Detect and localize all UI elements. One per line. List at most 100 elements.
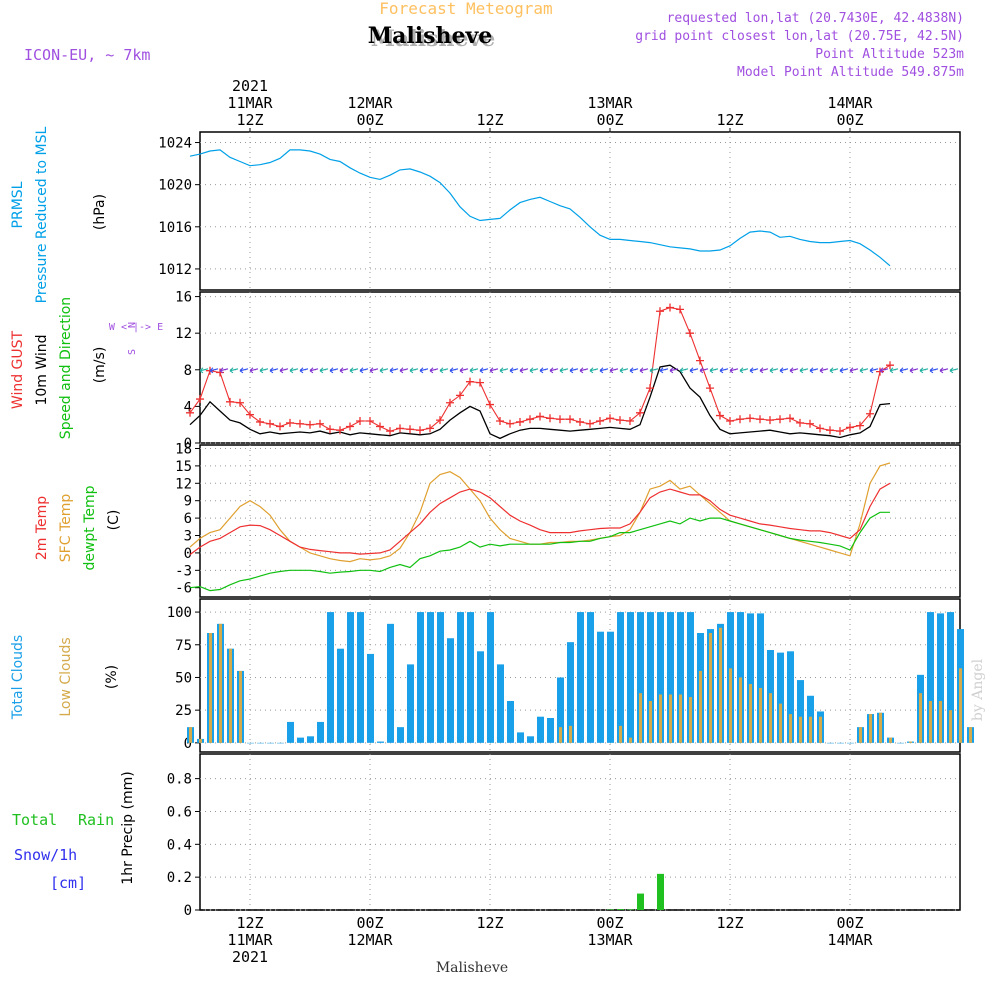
low-cloud-bar xyxy=(239,670,242,743)
total-cloud-bar xyxy=(437,612,444,743)
low-cloud-bar xyxy=(809,716,812,743)
compass-s: S xyxy=(127,349,138,355)
gust-marker xyxy=(266,419,274,428)
wind-arrow xyxy=(219,367,229,374)
gust-marker xyxy=(316,419,324,428)
wind-arrow xyxy=(509,367,519,374)
gust-marker xyxy=(796,418,804,427)
wind-arrow xyxy=(339,367,349,374)
total-cloud-bar xyxy=(607,631,614,743)
top-time-label: 00Z xyxy=(356,111,383,129)
pressure-label-prmsl: PRMSL xyxy=(10,181,26,228)
precip-label-cm: [cm] xyxy=(50,874,86,892)
wind-arrow xyxy=(459,367,469,374)
wind-arrow xyxy=(819,367,829,374)
low-cloud-bar xyxy=(619,725,622,743)
gust-marker xyxy=(566,415,574,424)
wind-arrow xyxy=(359,367,369,374)
pressure-tick-label: 1016 xyxy=(158,220,192,236)
gust-marker xyxy=(496,417,504,426)
total-cloud-bar xyxy=(557,677,564,743)
temp-tick-label: -6 xyxy=(175,581,192,597)
rain-bar xyxy=(617,909,624,910)
clouds-tick-label: 25 xyxy=(175,703,192,719)
total-cloud-bar xyxy=(597,631,604,743)
bottom-time-label: 13MAR xyxy=(587,931,633,949)
temp-label-dew: dewpt Temp xyxy=(82,485,98,570)
rain-bar xyxy=(607,909,614,911)
wind-arrow xyxy=(839,367,849,374)
wind-arrow xyxy=(879,367,889,374)
pressure-label-full: Pressure Reduced to MSL xyxy=(34,126,50,303)
gust-marker xyxy=(726,417,734,426)
low-cloud-bar xyxy=(189,727,192,743)
wind-arrow xyxy=(299,367,309,374)
total-cloud-bar xyxy=(467,612,474,743)
clouds-tick-label: 75 xyxy=(175,638,192,654)
wind-arrow xyxy=(479,367,489,374)
bottom-time-label: 00Z xyxy=(356,914,383,932)
precip-frame xyxy=(199,753,961,911)
top-time-label: 00Z xyxy=(836,111,863,129)
total-cloud-bar xyxy=(247,742,254,744)
watermark: by Angel xyxy=(970,658,986,721)
low-cloud-bar xyxy=(969,727,972,743)
gust-marker xyxy=(296,419,304,428)
precip-tick-label: 0.8 xyxy=(167,772,192,788)
wind-arrow xyxy=(269,367,279,374)
clouds-tick-label: 100 xyxy=(167,605,192,621)
gust-marker xyxy=(806,419,814,428)
low-cloud-bar xyxy=(679,694,682,743)
total-cloud-bar xyxy=(387,623,394,743)
cloud-labels: Total Clouds Low Clouds (%) xyxy=(10,635,120,720)
wind-arrow xyxy=(629,367,639,374)
gust-marker xyxy=(856,421,864,430)
gust-marker xyxy=(766,416,774,425)
wind-tick-label: 8 xyxy=(184,363,192,379)
gust-marker xyxy=(596,417,604,426)
top-time-label: 12Z xyxy=(236,111,263,129)
total-cloud-bar xyxy=(497,664,504,743)
pressure-tick-label: 1024 xyxy=(158,136,192,152)
total-cloud-bar xyxy=(297,737,304,743)
gust-marker xyxy=(286,418,294,427)
rain-bar xyxy=(637,893,644,910)
panels-layer: 102410201016101216128401815129630-3-6100… xyxy=(158,131,974,919)
gust-marker xyxy=(736,415,744,424)
info-line-2: grid point closest lon,lat (20.75E, 42.5… xyxy=(635,29,964,44)
wind-arrow xyxy=(239,367,249,374)
wind-arrow xyxy=(279,367,289,374)
gust-marker xyxy=(516,417,524,426)
wind-arrow xyxy=(789,367,799,374)
total-cloud-bar xyxy=(657,612,664,743)
pressure-line xyxy=(189,149,891,267)
low-cloud-bar xyxy=(219,623,222,743)
gust-marker xyxy=(306,420,314,429)
gust-marker xyxy=(616,416,624,425)
pressure-tick-label: 1020 xyxy=(158,178,192,194)
wind-arrow xyxy=(319,367,329,374)
top-time-label: 14MAR xyxy=(827,94,873,112)
total-cloud-bar xyxy=(897,742,904,744)
bottom-time-label: 12MAR xyxy=(347,931,393,949)
sfc-temp-line xyxy=(189,462,891,563)
gust-marker xyxy=(716,411,724,420)
precip-tick-label: 0.2 xyxy=(167,870,192,886)
wind-arrow xyxy=(289,367,299,374)
rain-bar xyxy=(657,873,664,910)
total-cloud-bar xyxy=(677,612,684,743)
temp-labels: 2m Temp SFC Temp dewpt Temp (C) xyxy=(34,485,122,570)
gust-marker xyxy=(846,423,854,432)
wind-arrow xyxy=(579,367,589,374)
temp-tick-label: 6 xyxy=(184,511,192,527)
wind-arrow xyxy=(589,367,599,374)
gust-marker xyxy=(396,424,404,433)
wind-arrow xyxy=(389,367,399,374)
wind-label-10m: 10m Wind xyxy=(34,334,50,405)
gust-marker xyxy=(366,417,374,426)
wind-arrow xyxy=(199,367,209,374)
temp-tick-label: 15 xyxy=(175,459,192,475)
total-cloud-bar xyxy=(317,721,324,743)
wind-arrow xyxy=(249,367,259,374)
